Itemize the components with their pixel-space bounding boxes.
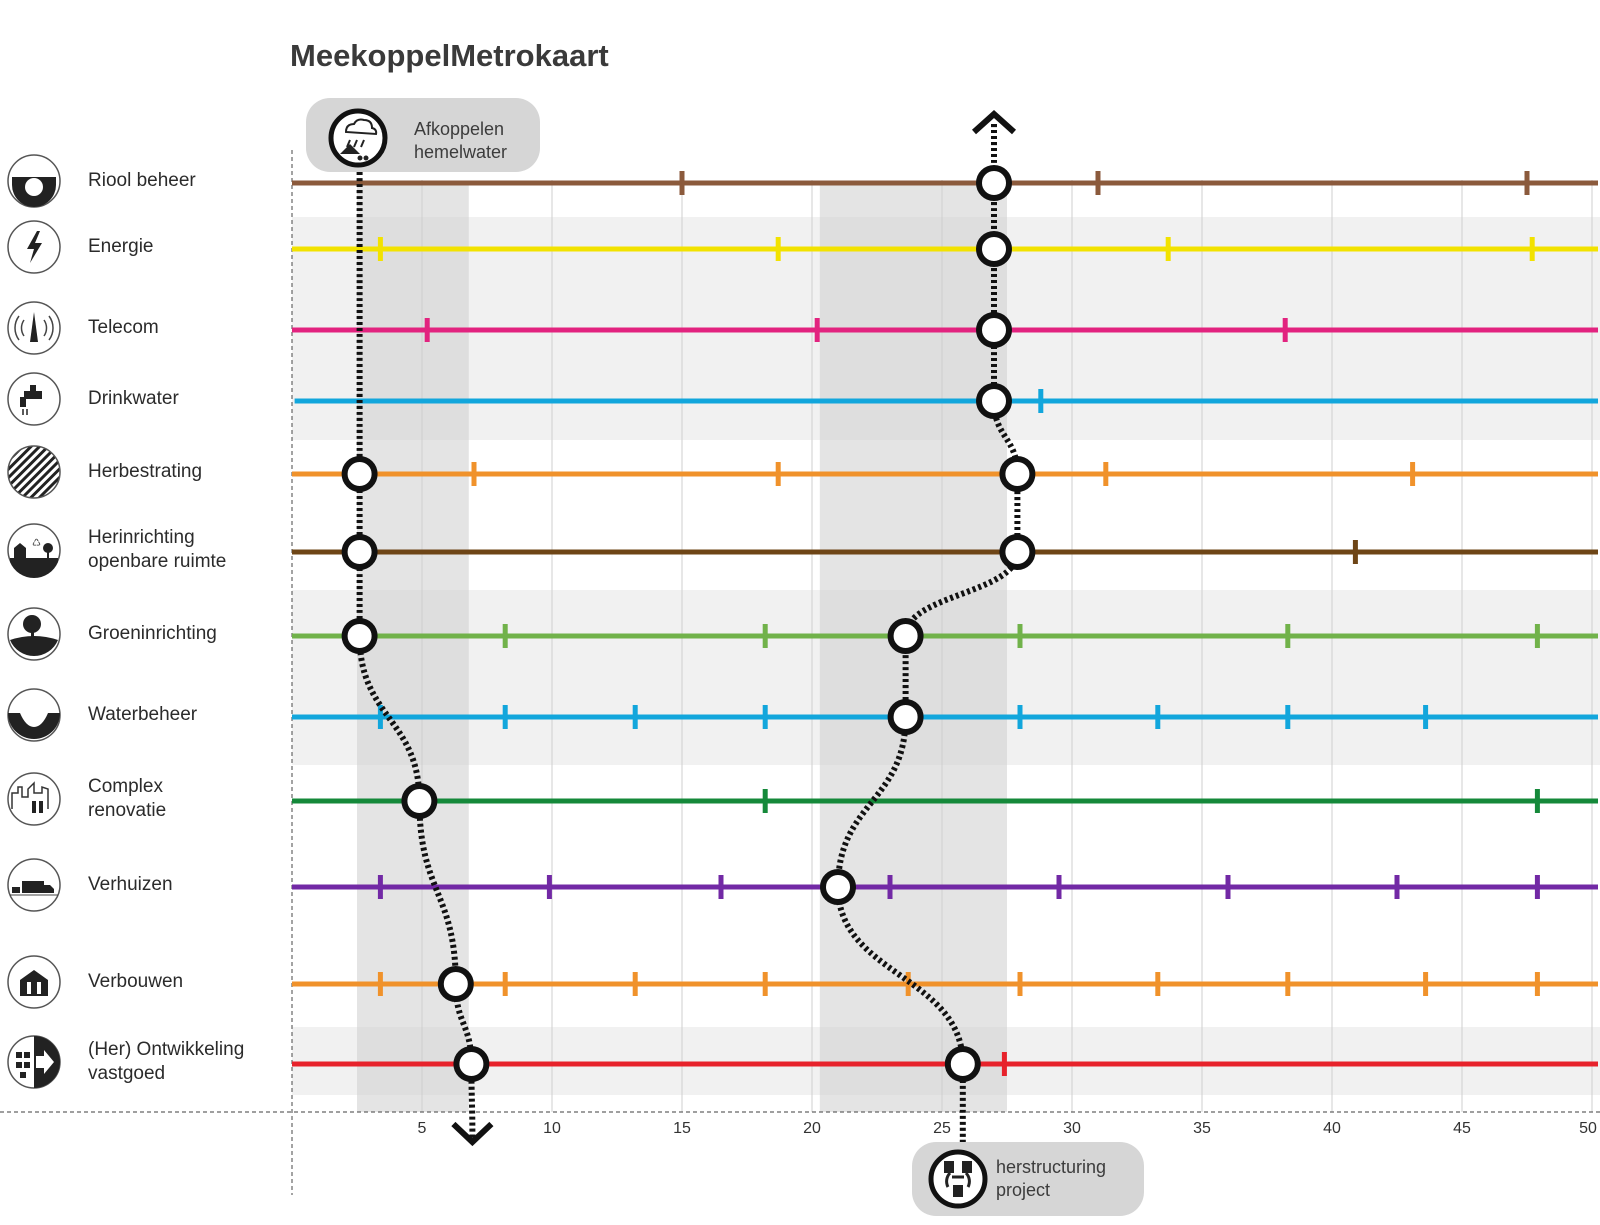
x-tick-label: 45 [1453, 1120, 1471, 1137]
moving-truck-icon [6, 857, 62, 913]
x-tick-label: 15 [673, 1120, 691, 1137]
route-path [834, 124, 1021, 1152]
recycle-buildings-icon [928, 1149, 988, 1209]
row-label: Verbouwen [88, 971, 184, 992]
page-title: MeekoppelMetrokaart [290, 38, 609, 73]
development-icon [6, 1034, 62, 1090]
station [341, 618, 378, 654]
water-tap-icon [6, 371, 62, 427]
x-tick-label: 20 [803, 1120, 821, 1137]
paving-pattern-icon [6, 444, 62, 500]
station [820, 869, 856, 905]
station [944, 1046, 981, 1082]
sewer-pipe-icon [6, 153, 62, 209]
building-tools-icon [6, 771, 62, 827]
row-label: Verhuizen [88, 874, 173, 895]
x-tick-label: 10 [543, 1120, 561, 1137]
route-label-text: Afkoppelen hemelwater [414, 119, 508, 162]
station [887, 618, 924, 654]
tree-icon [6, 606, 62, 662]
station [976, 165, 1012, 201]
station [887, 699, 924, 735]
x-tick-label: 25 [933, 1120, 951, 1137]
route-label-herstructuring: herstructuring project [912, 1142, 1144, 1216]
x-tick-label: 40 [1323, 1120, 1341, 1137]
station [976, 312, 1012, 348]
station [976, 383, 1012, 419]
row-label: Telecom [88, 317, 159, 338]
lightning-icon [6, 219, 62, 275]
row-label: Groeninrichting [88, 623, 217, 644]
station [999, 534, 1036, 570]
shaded-band [357, 185, 469, 1112]
station [341, 534, 378, 570]
station [401, 783, 438, 819]
station [453, 1046, 490, 1082]
x-tick-label: 30 [1063, 1120, 1081, 1137]
antenna-icon [6, 300, 62, 356]
x-tick-label: 5 [417, 1120, 427, 1137]
house-tools-icon [6, 954, 62, 1010]
station [976, 231, 1012, 267]
x-tick-label: 35 [1193, 1120, 1211, 1137]
public-space-icon: ♺ [6, 522, 62, 578]
svg-text:♺: ♺ [32, 538, 41, 549]
row-label: Riool beheer [88, 170, 196, 191]
row-label: Waterbeheer [88, 704, 198, 725]
row-label: Complex renovatie [88, 776, 167, 821]
ditch-icon [6, 687, 62, 743]
station [437, 966, 474, 1002]
row-label: (Her) Ontwikkeling vastgoed [88, 1039, 245, 1084]
x-tick-label: 50 [1579, 1120, 1597, 1137]
arrow-up-icon [971, 109, 1017, 135]
route-label-afkoppelen: Afkoppelen hemelwater [306, 98, 540, 172]
row-label: Herinrichting openbare ruimte [88, 527, 227, 572]
route-path [356, 160, 476, 1139]
arrow-down-icon [451, 1121, 494, 1147]
rain-roof-icon [328, 108, 388, 168]
row-label: Energie [88, 236, 154, 257]
route-label-text: herstructuring project [996, 1157, 1107, 1200]
station [999, 456, 1036, 492]
station [341, 456, 378, 492]
row-label: Herbestrating [88, 461, 203, 482]
row-label: Drinkwater [88, 388, 179, 409]
